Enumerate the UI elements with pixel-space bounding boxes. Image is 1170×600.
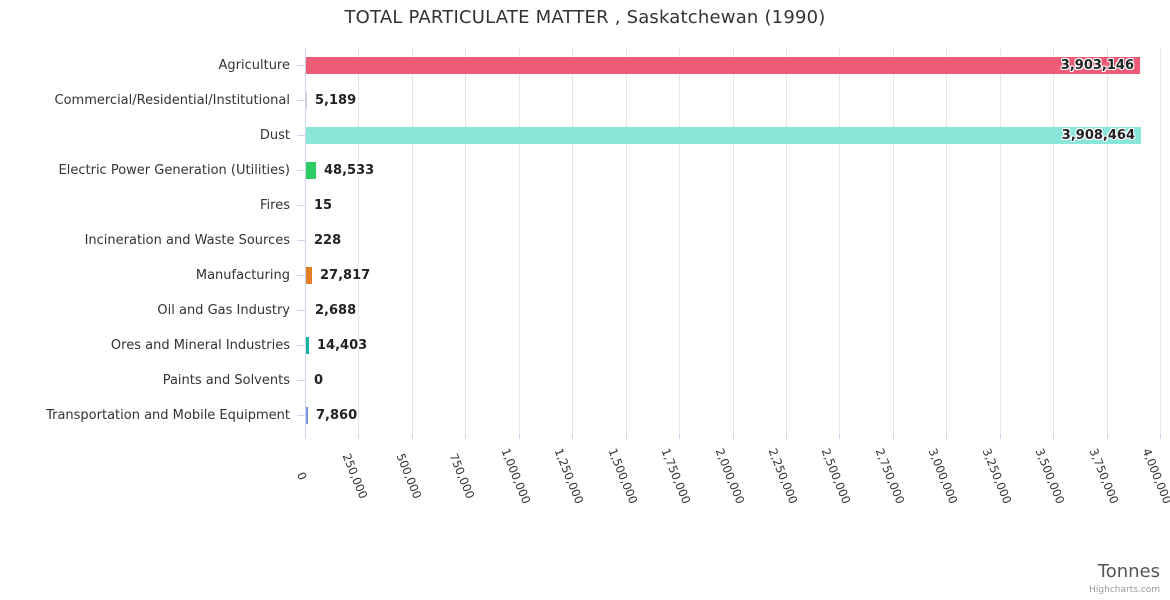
- category-label: Dust: [259, 127, 290, 143]
- y-axis-tick: [297, 310, 305, 311]
- gridline: [946, 48, 948, 433]
- value-label: 14,403: [317, 337, 368, 353]
- x-axis-tick: [305, 433, 306, 439]
- x-axis-tick: [1053, 433, 1055, 439]
- bar[interactable]: [306, 162, 316, 179]
- gridline: [679, 48, 681, 433]
- x-axis-tick-label: 1,000,000: [498, 446, 534, 506]
- x-axis-tick-label: 3,250,000: [979, 446, 1015, 506]
- bar[interactable]: [306, 92, 307, 109]
- value-label: 2,688: [315, 302, 357, 318]
- x-axis-tick: [1160, 433, 1161, 439]
- value-label: 3,908,464: [1061, 127, 1135, 143]
- x-axis-tick: [732, 433, 734, 439]
- gridline: [732, 48, 734, 433]
- x-axis-tick: [358, 433, 360, 439]
- y-axis-tick: [297, 415, 305, 416]
- x-axis-tick: [625, 433, 627, 439]
- x-axis-tick-label: 3,500,000: [1032, 446, 1068, 506]
- x-axis-tick-label: 250,000: [340, 451, 371, 501]
- category-label: Commercial/Residential/Institutional: [54, 92, 291, 108]
- x-axis-tick-label: 2,000,000: [712, 446, 747, 506]
- highcharts-credit-link[interactable]: Highcharts.com: [1089, 585, 1160, 595]
- gridline: [1053, 48, 1055, 433]
- x-axis-tick-label: 1,750,000: [658, 446, 694, 506]
- gridline: [1160, 48, 1161, 433]
- y-axis-tick: [297, 240, 305, 241]
- bar[interactable]: [306, 57, 1140, 74]
- x-axis-tick: [572, 433, 574, 439]
- category-label: Manufacturing: [195, 267, 290, 283]
- gridline: [785, 48, 787, 433]
- x-axis-tick-label: 750,000: [446, 451, 478, 501]
- y-axis-line: [305, 48, 306, 433]
- value-label: 27,817: [320, 267, 371, 283]
- gridline: [518, 48, 520, 433]
- x-axis-tick-label: 1,250,000: [551, 446, 587, 506]
- category-label: Ores and Mineral Industries: [110, 337, 290, 353]
- category-label: Paints and Solvents: [162, 372, 290, 388]
- value-label: 15: [314, 197, 333, 213]
- x-axis-tick: [1106, 433, 1108, 439]
- gridline: [625, 48, 627, 433]
- x-axis-tick-label: 2,500,000: [818, 446, 854, 506]
- y-axis-tick: [297, 205, 305, 206]
- gridline: [358, 48, 360, 433]
- value-label: 0: [314, 372, 324, 388]
- y-axis-tick: [297, 135, 305, 136]
- x-axis-tick: [892, 433, 894, 439]
- x-axis-tick: [999, 433, 1001, 439]
- x-axis-tick-label: 2,250,000: [765, 446, 801, 506]
- bar[interactable]: [306, 267, 312, 284]
- x-axis-tick: [465, 433, 467, 439]
- gridline: [839, 48, 841, 433]
- gridline: [1106, 48, 1108, 433]
- category-label: Electric Power Generation (Utilities): [58, 162, 290, 178]
- value-label: 5,189: [315, 92, 357, 108]
- gridline: [572, 48, 574, 433]
- y-axis-tick: [297, 275, 305, 276]
- y-axis-tick: [297, 65, 305, 66]
- value-label: 3,903,146: [1060, 57, 1134, 73]
- category-label: Transportation and Mobile Equipment: [46, 407, 290, 423]
- bar[interactable]: [306, 337, 309, 354]
- x-axis-tick-label: 3,750,000: [1086, 446, 1122, 506]
- x-axis-tick: [411, 433, 413, 439]
- category-label: Agriculture: [218, 57, 291, 73]
- gridline: [465, 48, 467, 433]
- x-axis-tick-label: 4,000,000: [1139, 446, 1170, 506]
- x-axis-tick-label: 1,500,000: [605, 446, 641, 506]
- x-axis-tick: [839, 433, 841, 439]
- x-axis-tick-label: 500,000: [393, 451, 425, 501]
- chart-title: TOTAL PARTICULATE MATTER , Saskatchewan …: [344, 7, 826, 28]
- category-label: Oil and Gas Industry: [157, 302, 290, 318]
- category-label: Incineration and Waste Sources: [84, 232, 290, 248]
- category-label: Fires: [260, 197, 290, 213]
- gridline: [892, 48, 894, 433]
- bar[interactable]: [306, 407, 308, 424]
- bar[interactable]: [306, 127, 1141, 144]
- x-axis-tick: [785, 433, 787, 439]
- y-axis-tick: [297, 100, 305, 101]
- x-axis-tick-label: 0: [294, 469, 310, 483]
- y-axis-tick: [297, 170, 305, 171]
- gridline: [411, 48, 413, 433]
- x-axis-tick: [946, 433, 948, 439]
- x-axis-tick: [518, 433, 520, 439]
- x-axis-tick: [679, 433, 681, 439]
- value-label: 7,860: [316, 407, 358, 423]
- y-axis-tick: [297, 345, 305, 346]
- value-label: 228: [314, 232, 342, 248]
- x-axis-tick-label: 3,000,000: [925, 446, 961, 506]
- x-axis-tick-label: 2,750,000: [872, 446, 908, 506]
- x-axis-title: Tonnes: [1097, 561, 1160, 582]
- y-axis-tick: [297, 380, 305, 381]
- gridline: [999, 48, 1001, 433]
- value-label: 48,533: [324, 162, 375, 178]
